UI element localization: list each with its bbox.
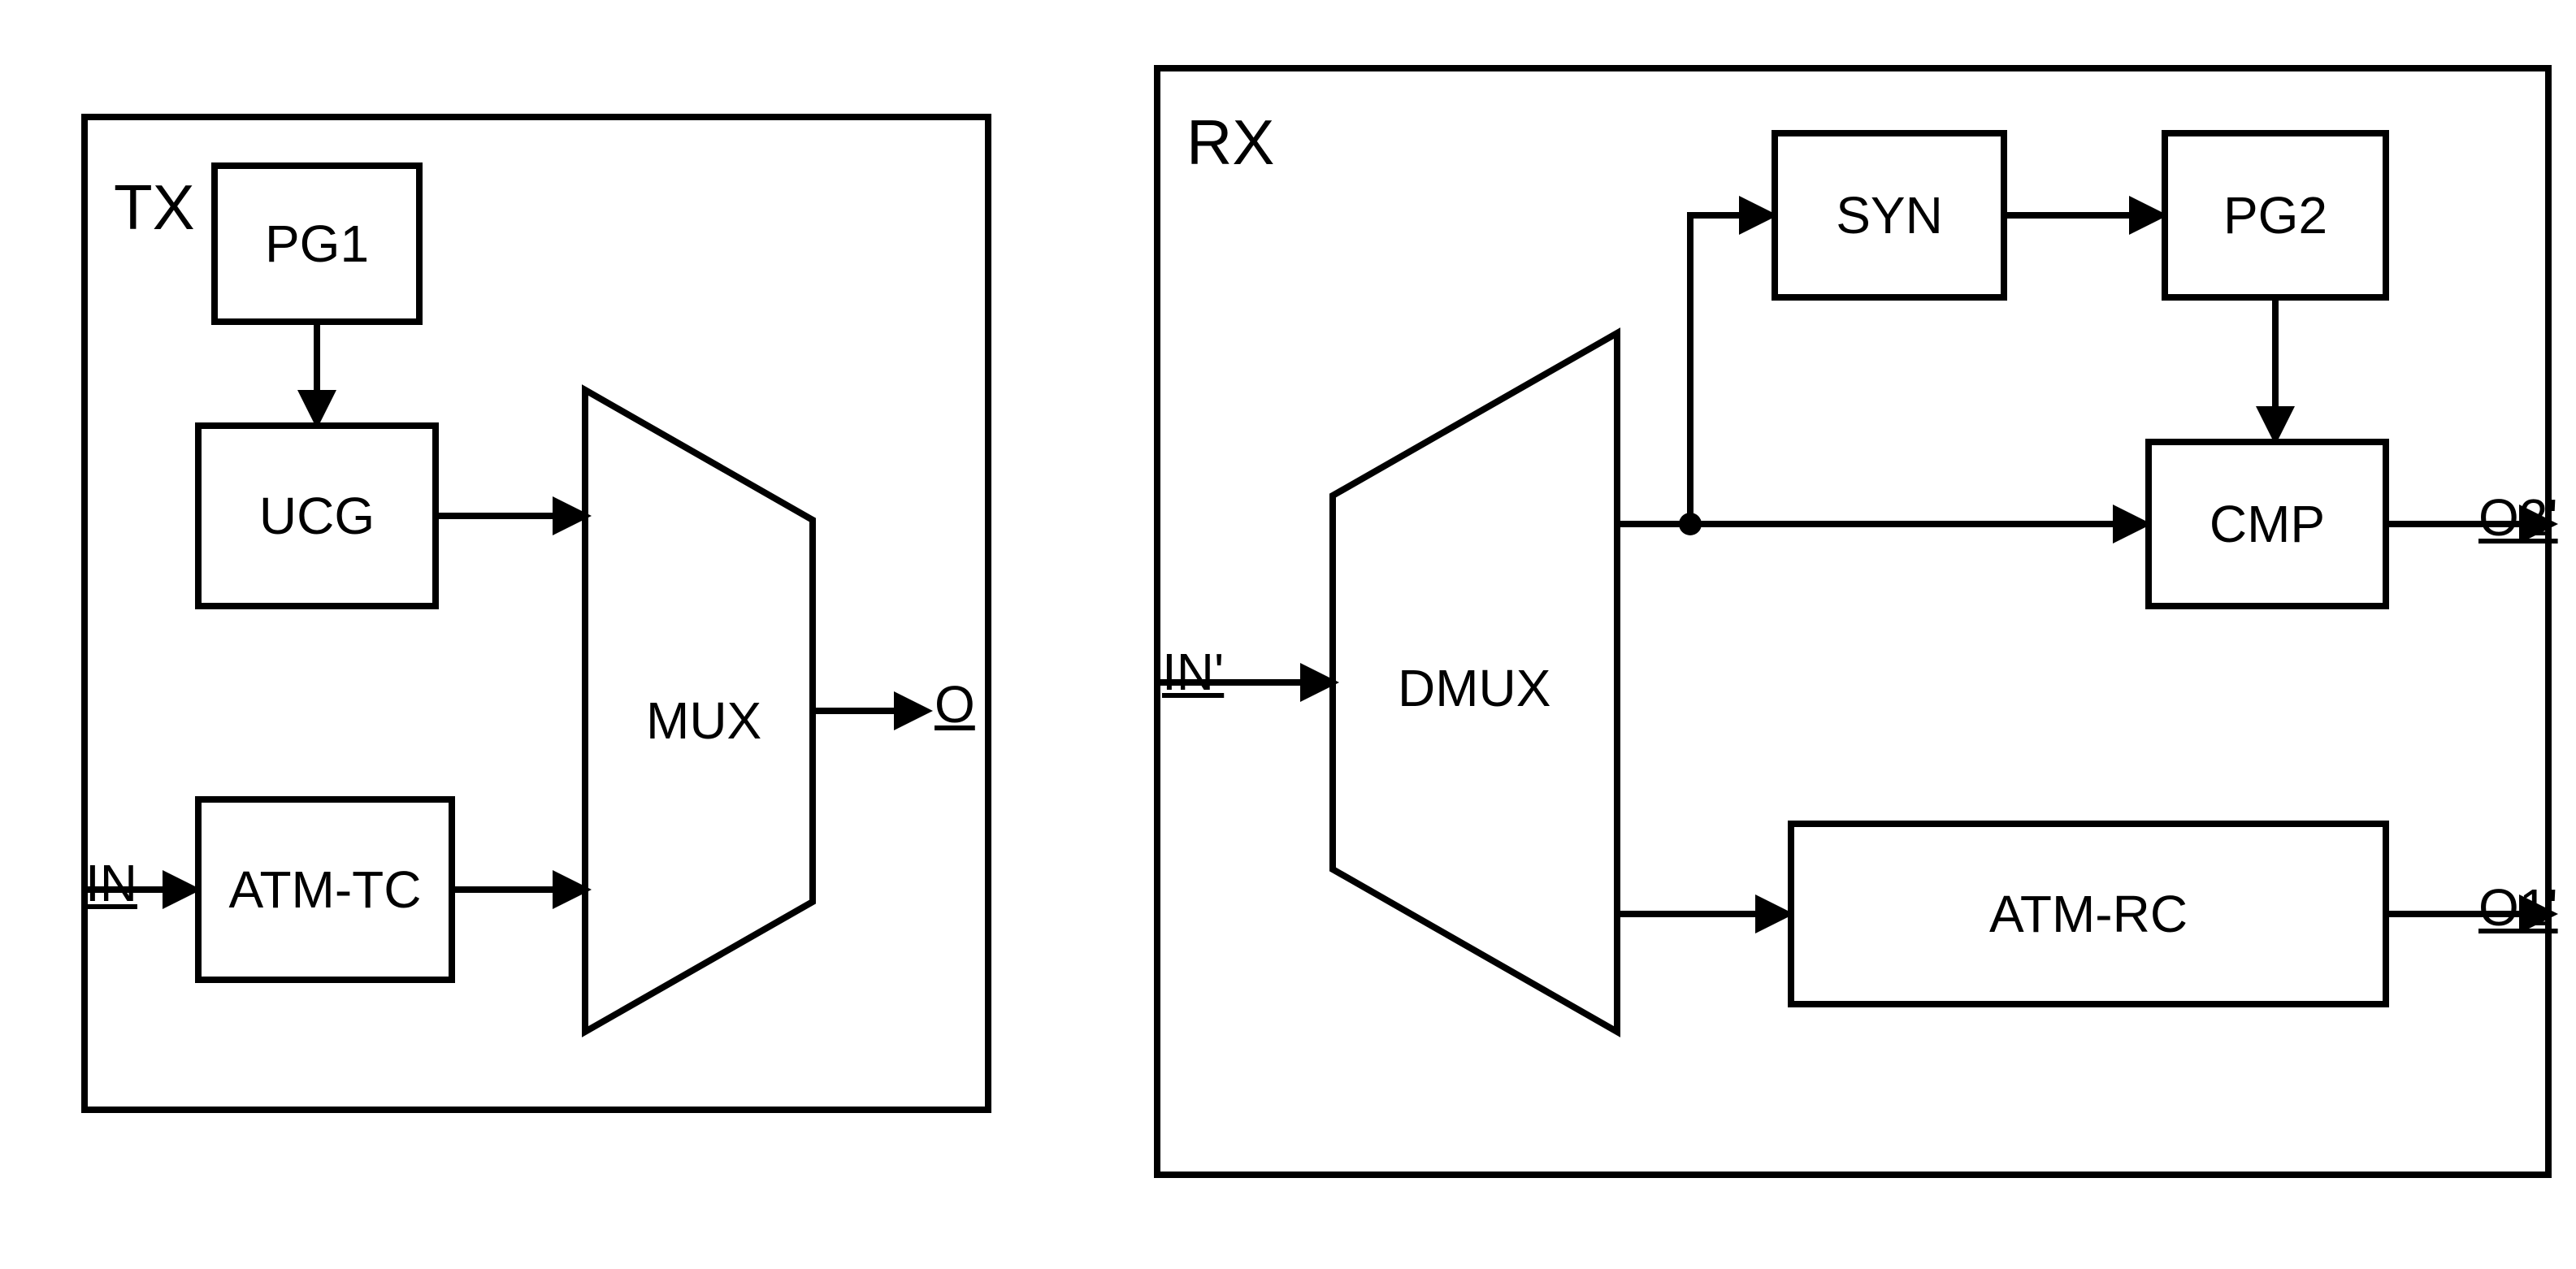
- tx-ucg-block: UCG: [195, 422, 439, 609]
- tx-pg1-label: PG1: [265, 214, 369, 274]
- rx-cmp-label: CMP: [2210, 494, 2325, 554]
- rx-pg2-block: PG2: [2162, 130, 2389, 301]
- rx-syn-label: SYN: [1836, 185, 1943, 245]
- rx-pg2-label: PG2: [2223, 185, 2327, 245]
- tx-label: TX: [114, 171, 195, 245]
- rx-o1-label: O1': [2478, 877, 2558, 938]
- diagram-canvas: TX PG1 UCG ATM-TC MUX IN O RX SYN PG2 CM…: [33, 32, 2576, 1237]
- rx-atm-rc-label: ATM-RC: [1989, 884, 2188, 944]
- tx-atm-tc-block: ATM-TC: [195, 796, 455, 983]
- rx-in-label: IN': [1162, 642, 1224, 702]
- rx-o2-label: O2': [2478, 487, 2558, 548]
- rx-cmp-block: CMP: [2145, 439, 2389, 609]
- tx-atm-tc-label: ATM-TC: [229, 860, 422, 920]
- tx-mux-label: MUX: [646, 691, 761, 751]
- rx-label: RX: [1186, 106, 1274, 180]
- tx-out-label: O: [935, 674, 975, 734]
- tx-ucg-label: UCG: [259, 486, 375, 546]
- rx-dmux-label: DMUX: [1398, 658, 1550, 718]
- rx-atm-rc-block: ATM-RC: [1788, 821, 2389, 1007]
- tx-in-label: IN: [85, 853, 137, 913]
- tx-pg1-block: PG1: [211, 162, 423, 325]
- rx-syn-block: SYN: [1772, 130, 2007, 301]
